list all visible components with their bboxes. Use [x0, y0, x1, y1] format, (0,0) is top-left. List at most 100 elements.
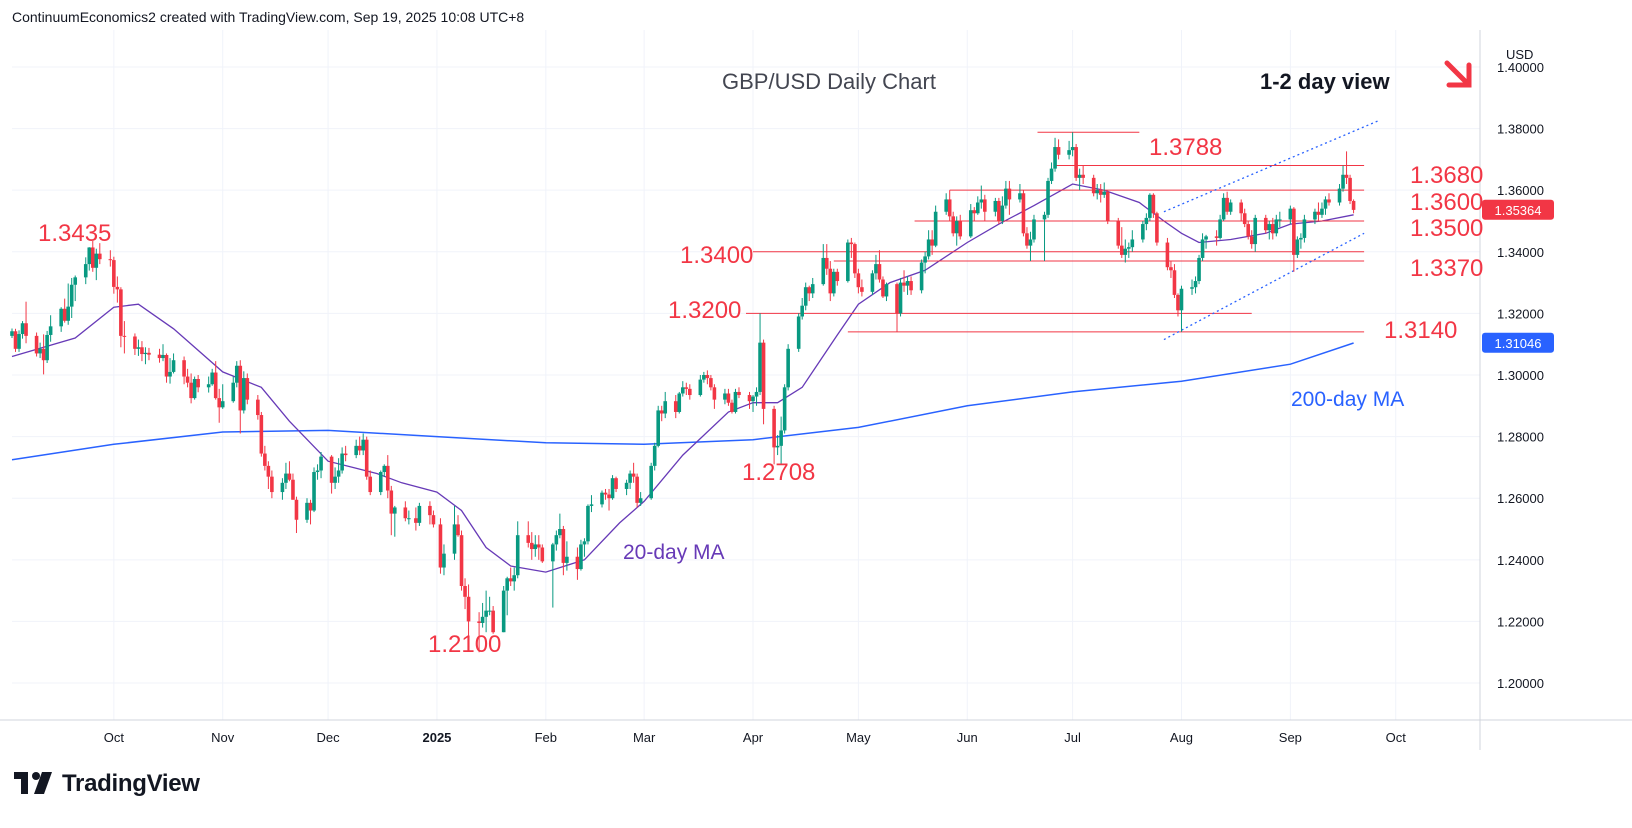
candle-body	[389, 490, 394, 514]
candle-body	[161, 354, 165, 359]
candle-body	[958, 220, 963, 237]
candle-body	[256, 399, 260, 416]
candle-body	[168, 371, 172, 377]
candle-body	[48, 326, 53, 335]
candle-body	[968, 210, 973, 237]
candle-body	[259, 415, 264, 454]
price-axis-ticks: 1.40000 1.38000 1.36000 1.34000 1.32000 1.300…	[1497, 60, 1544, 691]
candle-body	[747, 395, 752, 402]
candle-body	[364, 439, 369, 477]
candle-body	[786, 348, 790, 388]
candle-body	[280, 482, 285, 493]
candle-body	[512, 575, 517, 582]
candle-body	[954, 220, 959, 234]
candle-body	[164, 354, 169, 377]
candle-body	[835, 271, 840, 282]
candle-body	[329, 456, 334, 483]
candle-body	[501, 590, 506, 633]
candle-body	[831, 271, 836, 294]
candle-body	[1000, 205, 1005, 221]
candle-body	[294, 499, 299, 520]
candle-body	[515, 535, 520, 576]
candle-body	[870, 273, 875, 292]
candle-body	[800, 305, 804, 317]
candle-body	[122, 335, 127, 337]
candle-body	[157, 354, 162, 359]
tradingview-brand: TradingView	[62, 770, 200, 797]
candle-body	[17, 334, 21, 349]
candle-body	[607, 494, 611, 499]
candle-body	[115, 286, 120, 290]
candle-body	[526, 535, 531, 543]
candle-body	[119, 289, 123, 336]
candle-body	[677, 393, 682, 412]
candle-body	[1200, 239, 1205, 258]
candle-body	[477, 621, 481, 623]
ma200-line	[11, 342, 1354, 461]
candle-body	[333, 476, 337, 483]
candle-body	[1172, 270, 1177, 295]
candle-body	[853, 244, 857, 274]
candle-body	[1348, 177, 1352, 201]
candle-body	[561, 529, 566, 563]
candle-body	[1028, 239, 1033, 246]
candle-body	[723, 393, 727, 400]
candle-body	[1155, 213, 1159, 243]
price-tick-label: 1.38000	[1497, 122, 1544, 137]
candle-body	[189, 382, 193, 399]
candle-body	[83, 264, 88, 278]
candle-body	[393, 507, 397, 514]
candle-body	[90, 247, 95, 268]
candle-body	[614, 478, 618, 489]
tradingview-logo: TradingView	[14, 770, 200, 798]
candle-body	[217, 398, 222, 408]
candle-body	[319, 456, 323, 471]
candle-body	[1004, 188, 1008, 206]
candle-body	[730, 402, 734, 412]
candle-body	[926, 239, 931, 257]
candlestick-series	[10, 132, 1356, 653]
candle-body	[368, 476, 373, 493]
level-label: 1.3400	[680, 242, 753, 269]
candle-body	[1313, 211, 1317, 220]
candle-body	[147, 352, 151, 355]
candle-body	[213, 372, 218, 399]
time-tick-label: Sep	[1279, 730, 1302, 745]
candle-body	[1228, 202, 1233, 212]
candle-body	[136, 347, 141, 349]
candle-body	[828, 268, 833, 294]
candle-body	[1225, 197, 1229, 212]
candle-body	[196, 379, 200, 388]
candle-body	[951, 216, 956, 234]
candle-body	[171, 360, 176, 372]
price-badge-bg	[1482, 199, 1554, 220]
candle-body	[1095, 190, 1099, 194]
candle-body	[463, 586, 467, 597]
candle-body	[231, 382, 236, 402]
level-label: 1.3788	[1149, 134, 1222, 161]
candle-body	[1190, 287, 1194, 289]
candle-body	[997, 200, 1001, 221]
candle-body	[558, 529, 562, 536]
candle-body	[1193, 281, 1198, 288]
price-tick-label: 1.20000	[1497, 676, 1544, 691]
candle-body	[456, 524, 460, 536]
candle-body	[45, 334, 49, 361]
candle-body	[702, 375, 706, 380]
candle-body	[737, 391, 741, 396]
candle-body	[754, 391, 759, 397]
candle-body	[66, 306, 70, 321]
candle-body	[821, 257, 826, 285]
candle-body	[628, 473, 632, 483]
candle-body	[972, 210, 977, 214]
level-label: 1.2100	[428, 631, 501, 658]
level-label: 1.3200	[668, 297, 741, 324]
candle-body	[308, 502, 313, 511]
price-tick-label: 1.40000	[1497, 60, 1544, 75]
candle-body	[1148, 194, 1152, 218]
candle-body	[185, 376, 190, 383]
candle-body	[902, 282, 906, 286]
time-tick-label: Oct	[104, 730, 125, 745]
candle-body	[466, 596, 471, 622]
time-tick-label: Apr	[743, 730, 764, 745]
